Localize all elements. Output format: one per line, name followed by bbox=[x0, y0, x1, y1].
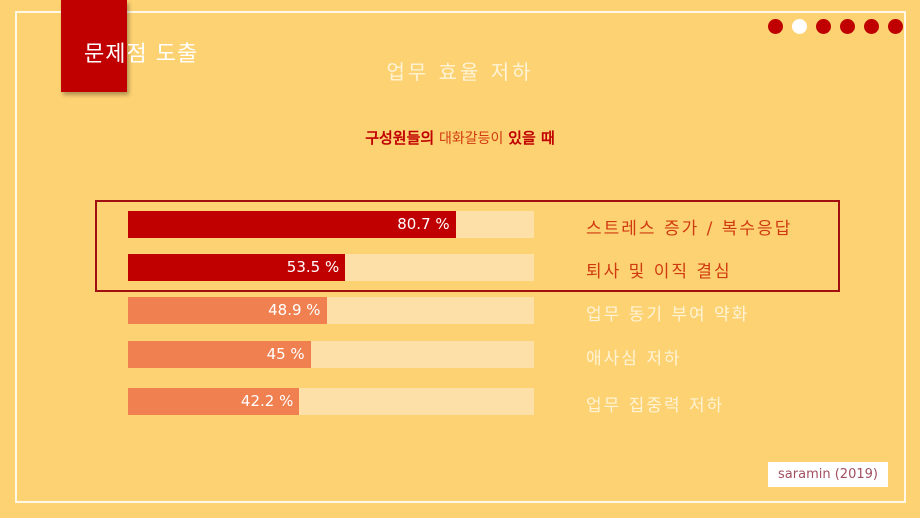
category-label: 애사심 저하 bbox=[586, 349, 682, 369]
subtitle-part3: 있을 때 bbox=[508, 129, 555, 147]
bar-row: 48.9 % 업무 동기 부여 약화 bbox=[128, 297, 840, 325]
bar: 48.9 % bbox=[128, 297, 327, 324]
bar-value-label: 48.9 % bbox=[268, 301, 321, 319]
category-label: 업무 동기 부여 약화 bbox=[586, 305, 750, 325]
subtitle-part1: 구성원들의 bbox=[365, 129, 435, 147]
chart-subtitle: 구성원들의 대화갈등이 있을 때 bbox=[0, 127, 920, 148]
section-tab bbox=[61, 0, 127, 92]
pagination-dots[interactable] bbox=[768, 19, 903, 34]
bar-row: 53.5 % 퇴사 및 이직 결심 bbox=[128, 254, 840, 282]
bar-value-label: 53.5 % bbox=[286, 258, 340, 276]
category-label: 퇴사 및 이직 결심 bbox=[586, 262, 732, 282]
slide-frame bbox=[15, 11, 906, 503]
bar: 80.7 % bbox=[128, 211, 456, 238]
slide-title: 업무 효율 저하 bbox=[386, 60, 534, 84]
bar-value-label: 45 % bbox=[266, 345, 305, 363]
bar-row: 80.7 % 스트레스 증가 / 복수응답 bbox=[128, 211, 840, 239]
section-title: 문제점 도출 bbox=[84, 42, 199, 67]
bar-row: 42.2 % 업무 집중력 저하 bbox=[128, 388, 840, 416]
bar-row: 45 % 애사심 저하 bbox=[128, 341, 840, 369]
page-dot[interactable] bbox=[888, 19, 903, 34]
page-dot[interactable] bbox=[864, 19, 879, 34]
page-dot[interactable] bbox=[792, 19, 807, 34]
page-dot[interactable] bbox=[768, 19, 783, 34]
bar: 53.5 % bbox=[128, 254, 346, 281]
bar: 42.2 % bbox=[128, 388, 300, 415]
category-label: 업무 집중력 저하 bbox=[586, 396, 725, 416]
bar-value-label: 80.7 % bbox=[397, 215, 450, 233]
page-dot[interactable] bbox=[816, 19, 831, 34]
subtitle-part2: 대화갈등이 bbox=[438, 131, 504, 147]
category-label: 스트레스 증가 / 복수응답 bbox=[586, 219, 793, 239]
bar-value-label: 42.2 % bbox=[240, 392, 294, 410]
page-dot[interactable] bbox=[840, 19, 855, 34]
highlight-box bbox=[95, 200, 840, 292]
bar: 45 % bbox=[128, 341, 311, 368]
source-label: saramin (2019) bbox=[768, 462, 888, 487]
